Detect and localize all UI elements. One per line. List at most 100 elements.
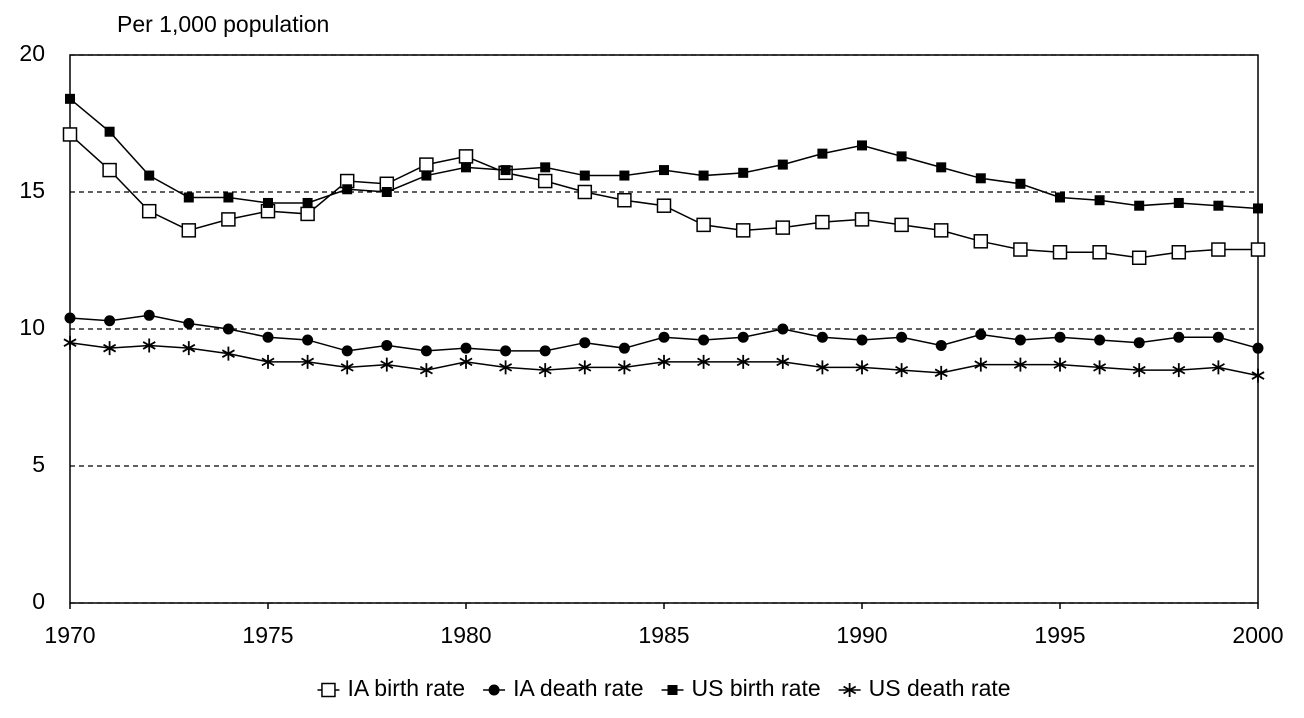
marker: [737, 331, 749, 343]
marker: [1211, 242, 1226, 257]
marker: [183, 192, 194, 203]
marker: [974, 357, 988, 372]
marker: [499, 360, 513, 375]
marker: [460, 342, 472, 354]
marker: [340, 360, 354, 375]
marker: [577, 184, 593, 200]
marker: [777, 323, 789, 335]
y-tick-label: 10: [19, 314, 45, 340]
marker: [103, 341, 117, 356]
marker: [776, 354, 790, 369]
marker: [933, 223, 949, 238]
marker: [262, 331, 274, 343]
marker: [698, 334, 710, 346]
marker: [619, 170, 630, 181]
marker: [697, 354, 711, 369]
marker: [895, 363, 909, 378]
marker: [1212, 331, 1224, 343]
plot-frame: [69, 54, 1259, 604]
marker: [183, 318, 195, 330]
x-tick-label: 1990: [836, 622, 887, 648]
legend-label: US death rate: [869, 675, 1011, 701]
marker: [1094, 334, 1106, 346]
marker: [539, 345, 551, 357]
marker: [896, 331, 908, 343]
marker: [855, 360, 869, 375]
marker: [1211, 360, 1225, 375]
marker: [1251, 368, 1265, 383]
marker: [341, 345, 353, 357]
marker: [301, 354, 315, 369]
marker: [263, 197, 273, 208]
marker: [736, 354, 750, 369]
legend: IA birth rate IA death rate US birth rate U…: [317, 675, 1011, 701]
marker: [775, 220, 791, 235]
legend-marker: [488, 684, 500, 696]
marker: [1172, 363, 1186, 378]
marker: [380, 357, 394, 372]
marker: [419, 157, 434, 172]
marker: [222, 323, 234, 335]
marker: [459, 354, 473, 369]
marker: [854, 212, 870, 227]
series-line: [69, 133, 1258, 259]
x-tick-label: 1975: [242, 622, 293, 648]
marker: [540, 162, 551, 173]
marker: [381, 339, 393, 351]
marker: [142, 338, 156, 353]
x-tick-label: 2000: [1232, 622, 1283, 648]
marker: [936, 162, 947, 173]
marker: [738, 167, 749, 178]
marker: [696, 217, 711, 233]
x-tick-label: 1970: [44, 622, 95, 648]
marker: [63, 335, 77, 350]
marker: [141, 203, 157, 219]
marker: [618, 342, 630, 354]
marker: [538, 363, 552, 378]
marker: [223, 192, 234, 203]
legend-label: IA death rate: [513, 675, 643, 701]
marker: [973, 234, 989, 249]
marker: [1171, 245, 1187, 260]
marker: [461, 162, 471, 173]
marker: [104, 315, 116, 327]
marker: [579, 337, 591, 349]
legend-marker: [843, 683, 857, 697]
marker: [143, 309, 155, 321]
marker: [975, 328, 987, 340]
marker: [1052, 245, 1068, 260]
marker: [221, 212, 236, 227]
marker: [1173, 331, 1185, 343]
marker: [302, 334, 314, 346]
marker: [1014, 334, 1026, 346]
marker: [1093, 360, 1107, 375]
marker: [934, 365, 948, 380]
marker: [1053, 357, 1067, 372]
x-tick-label: 1995: [1034, 622, 1085, 648]
marker: [65, 93, 75, 104]
marker: [1132, 363, 1146, 378]
marker: [221, 346, 235, 361]
marker: [1250, 242, 1266, 257]
marker: [1094, 195, 1105, 206]
marker: [1134, 200, 1145, 211]
marker: [419, 363, 433, 378]
x-tick-label: 1980: [440, 622, 491, 648]
marker: [1253, 203, 1263, 214]
marker: [104, 126, 115, 137]
marker: [617, 192, 632, 208]
marker: [1092, 245, 1107, 260]
marker: [656, 198, 672, 213]
marker: [381, 187, 392, 197]
marker: [261, 354, 275, 369]
marker: [817, 148, 828, 159]
legend-marker: [321, 682, 336, 698]
marker: [735, 223, 751, 238]
marker: [1054, 331, 1066, 343]
marker: [182, 341, 196, 356]
y-axis-label: Per 1,000 population: [117, 11, 329, 37]
marker: [64, 312, 76, 324]
y-tick-label: 5: [32, 451, 45, 477]
